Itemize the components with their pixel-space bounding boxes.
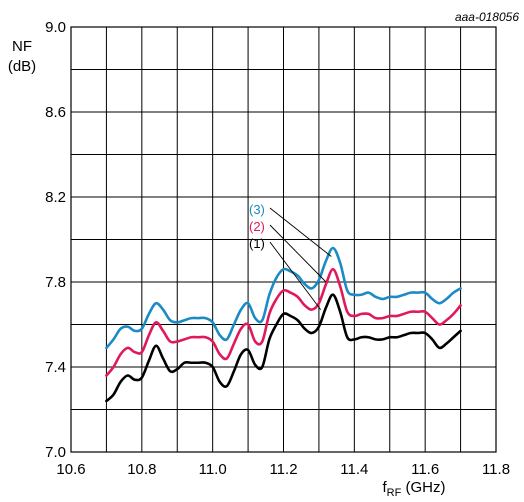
y-tick-label: 9.0 (45, 19, 66, 36)
series-label-3: (3) (249, 202, 265, 217)
x-tick-label: 10.6 (56, 461, 85, 478)
x-axis-title-unit: (GHz) (401, 479, 445, 496)
x-axis-title-main: f (382, 479, 387, 496)
x-tick-label: 11.0 (199, 461, 227, 478)
x-tick-label: 10.8 (127, 461, 156, 478)
y-axis-ticks: 7.0 7.4 7.8 8.2 8.6 9.0 (45, 19, 66, 461)
y-tick-label: 7.0 (45, 444, 66, 461)
x-tick-label: 11.8 (482, 461, 510, 478)
series-label-2: (2) (249, 219, 265, 234)
y-tick-label: 7.4 (45, 359, 66, 376)
series-line-1 (105, 293, 462, 403)
y-axis-title-line2: (dB) (8, 58, 36, 75)
y-tick-label: 8.2 (45, 189, 66, 206)
series-annotations: (3) (2) (1) (249, 202, 332, 310)
x-axis-title: fRF (GHz) (382, 479, 445, 499)
y-tick-label: 8.6 (45, 104, 66, 121)
x-tick-label: 11.2 (269, 461, 297, 478)
x-axis-ticks: 10.6 10.8 11.0 11.2 11.4 11.6 11.8 (56, 461, 510, 478)
annotation-leader-line (269, 224, 327, 283)
x-axis-title-sub: RF (387, 487, 402, 499)
series-line-2 (105, 267, 462, 377)
x-tick-label: 11.6 (411, 461, 439, 478)
series-line-3 (105, 246, 462, 350)
y-axis-title-line1: NF (12, 38, 32, 55)
annotation-leader-line (269, 207, 332, 257)
figure-id: aaa-018056 (455, 10, 519, 24)
plot-frame (70, 26, 497, 453)
series-lines (105, 246, 462, 403)
series-label-1: (1) (249, 236, 265, 251)
x-tick-label: 11.4 (340, 461, 368, 478)
y-tick-label: 7.8 (45, 274, 66, 291)
annotation-leader-line (269, 241, 322, 310)
grid (71, 27, 496, 452)
